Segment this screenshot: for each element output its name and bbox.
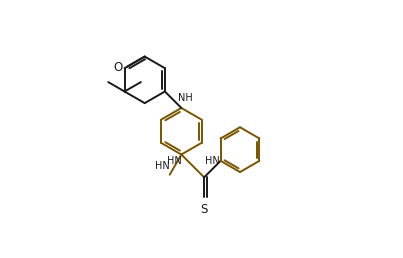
Text: HN: HN [167, 156, 182, 166]
Text: S: S [200, 203, 208, 216]
Text: HN: HN [155, 161, 170, 171]
Text: O: O [113, 61, 123, 75]
Text: NH: NH [179, 93, 193, 103]
Text: HN: HN [205, 156, 220, 166]
